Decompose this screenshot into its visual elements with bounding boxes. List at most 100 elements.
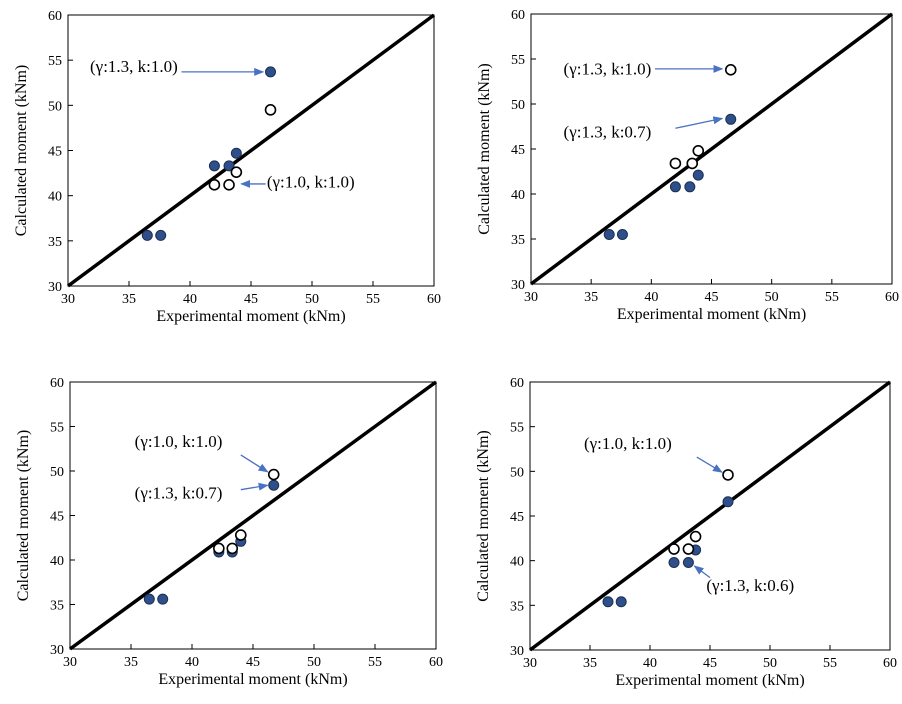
annotation-arrow xyxy=(240,454,269,473)
annotation-label: (γ:1.0, k:1.0) xyxy=(135,432,223,451)
hollow-data-point xyxy=(722,469,734,481)
x-tick-label: 50 xyxy=(763,656,777,671)
x-tick-label: 60 xyxy=(427,292,441,307)
x-tick-label: 35 xyxy=(124,655,138,670)
filled-data-point xyxy=(223,160,235,172)
filled-data-point xyxy=(143,593,155,605)
filled-data-point xyxy=(616,229,628,240)
x-tick-label: 50 xyxy=(765,290,779,305)
hollow-data-point xyxy=(689,530,702,543)
filled-data-point xyxy=(208,160,220,172)
y-tick-label: 55 xyxy=(50,421,64,436)
hollow-data-point xyxy=(669,157,682,170)
y-tick-label: 45 xyxy=(48,145,62,160)
y-tick-label: 50 xyxy=(50,465,64,480)
x-tick-label: 60 xyxy=(885,290,899,305)
filled-data-point xyxy=(265,66,277,78)
filled-data-point xyxy=(684,181,696,193)
filled-data-point xyxy=(602,596,614,608)
x-tick-label: 45 xyxy=(703,656,717,671)
filled-data-point xyxy=(230,147,242,159)
hollow-data-point xyxy=(686,157,699,170)
equality-line xyxy=(68,380,438,651)
annotation-label: (γ:1.3, k:0.7) xyxy=(564,122,652,141)
hollow-data-point xyxy=(668,543,680,555)
filled-data-point xyxy=(603,229,615,240)
y-tick-label: 60 xyxy=(510,376,524,391)
x-axis-label: Experimental moment (kNm) xyxy=(158,671,347,688)
y-tick-label: 40 xyxy=(511,188,525,203)
filled-data-point xyxy=(692,169,704,181)
x-tick-label: 50 xyxy=(305,292,319,307)
annotation-arrow xyxy=(240,482,269,491)
x-tick-label: 30 xyxy=(63,655,77,670)
x-axis-label: Experimental moment (kNm) xyxy=(617,306,806,323)
hollow-data-point xyxy=(213,542,225,555)
chart-4: 30 35 40 45 50 55 60 30 35 40 45 50 55 60 Experimental… xyxy=(475,376,897,689)
y-tick-label: 45 xyxy=(511,143,525,158)
x-tick-label: 55 xyxy=(366,292,380,307)
filled-data-point xyxy=(268,479,280,491)
y-axis-label: Calculated moment (kNm) xyxy=(476,63,493,235)
y-tick-label: 50 xyxy=(510,465,524,480)
annotation-label: (γ:1.3, k:0.7) xyxy=(135,484,223,503)
y-axis-label: Calculated moment (kNm) xyxy=(15,430,32,602)
filled-data-point xyxy=(725,113,737,125)
annotation-arrow xyxy=(693,565,711,579)
x-tick-label: 35 xyxy=(122,292,136,307)
equality-line xyxy=(528,380,892,652)
y-tick-label: 50 xyxy=(48,99,62,114)
x-axis-label: Experimental moment (kNm) xyxy=(615,672,804,689)
x-tick-label: 40 xyxy=(643,656,657,671)
y-tick-label: 50 xyxy=(511,98,525,113)
x-tick-label: 30 xyxy=(523,656,537,671)
hollow-data-point xyxy=(223,179,235,191)
filled-data-point xyxy=(682,556,694,568)
hollow-data-point xyxy=(226,542,239,555)
y-tick-label: 40 xyxy=(510,555,524,570)
y-tick-label: 30 xyxy=(510,644,524,659)
y-tick-label: 35 xyxy=(510,599,524,614)
x-tick-label: 45 xyxy=(244,292,258,307)
y-axis-label: Calculated moment (kNm) xyxy=(475,430,492,602)
chart-1: 30 35 40 45 50 55 60 30 35 40 45 50 55 60 Experimental… xyxy=(13,9,441,325)
y-tick-label: 55 xyxy=(511,53,525,68)
annotation-label: (γ:1.3, k:1.0) xyxy=(564,59,652,78)
chart-3: 30 35 40 45 50 55 60 30 35 40 45 50 55 60 Experimental… xyxy=(15,376,443,688)
y-tick-label: 35 xyxy=(50,599,64,614)
y-tick-label: 30 xyxy=(48,280,62,295)
x-tick-label: 30 xyxy=(61,292,75,307)
y-tick-label: 30 xyxy=(50,643,64,658)
x-tick-label: 35 xyxy=(583,656,597,671)
equality-line xyxy=(529,12,894,286)
y-tick-label: 35 xyxy=(511,233,525,248)
annotation-label: (γ:1.0, k:1.0) xyxy=(267,173,355,192)
x-tick-label: 45 xyxy=(246,655,260,670)
hollow-data-point xyxy=(724,64,737,76)
x-tick-label: 45 xyxy=(705,290,719,305)
hollow-data-point xyxy=(692,145,705,157)
filled-data-point xyxy=(155,229,167,241)
y-tick-label: 45 xyxy=(510,510,524,525)
filled-data-point xyxy=(669,181,681,193)
x-tick-label: 40 xyxy=(183,292,197,307)
annotation-label: (γ:1.3, k:0.6) xyxy=(706,576,794,595)
filled-data-point xyxy=(722,496,734,508)
filled-data-point xyxy=(668,556,680,568)
x-axis-label: Experimental moment (kNm) xyxy=(156,308,345,325)
hollow-data-point xyxy=(208,179,221,191)
y-tick-label: 40 xyxy=(50,554,64,569)
x-tick-label: 40 xyxy=(644,290,658,305)
hollow-data-point xyxy=(235,529,247,541)
y-axis-label: Calculated moment (kNm) xyxy=(13,65,30,237)
filled-data-point xyxy=(615,596,627,608)
y-tick-label: 60 xyxy=(48,9,62,24)
equality-line xyxy=(66,13,436,288)
y-tick-label: 60 xyxy=(511,8,525,23)
x-tick-label: 60 xyxy=(883,656,897,671)
chart-2: 30 35 40 45 50 55 60 30 35 40 45 50 55 60 Experimental… xyxy=(476,8,899,323)
y-tick-label: 35 xyxy=(48,235,62,250)
filled-data-point xyxy=(157,593,169,605)
x-tick-label: 40 xyxy=(185,655,199,670)
